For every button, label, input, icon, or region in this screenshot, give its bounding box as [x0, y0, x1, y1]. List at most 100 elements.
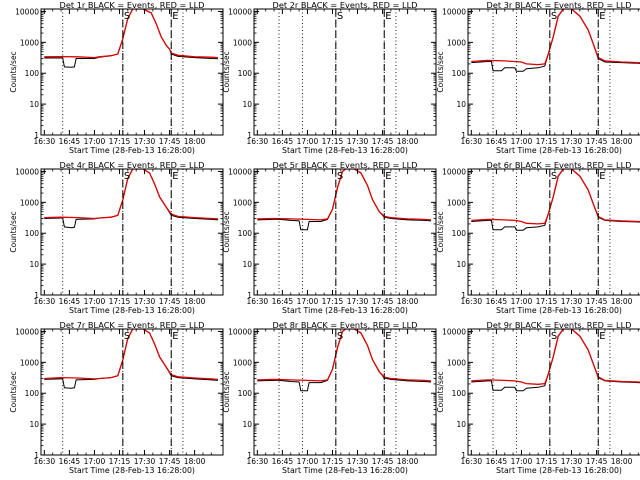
start-marker-label: S	[124, 171, 130, 182]
x-tick-label: 16:30	[461, 457, 483, 466]
x-tick-label: 17:30	[561, 457, 583, 466]
lld-series-line	[471, 329, 640, 385]
y-tick-label: 1	[34, 131, 39, 140]
y-tick-label: 10	[29, 100, 39, 109]
y-tick-label: 100	[452, 389, 467, 398]
x-axis-label: Start Time (28-Feb-13 16:28:00)	[496, 146, 622, 155]
lld-series-line	[44, 169, 219, 220]
x-tick-label: 16:45	[272, 137, 294, 146]
x-tick-label: 18:00	[184, 137, 206, 146]
start-marker-label: S	[124, 11, 130, 22]
y-tick-label: 1	[247, 291, 252, 300]
x-axis-label: Start Time (28-Feb-13 16:28:00)	[496, 306, 622, 315]
start-marker-label: S	[124, 331, 130, 342]
plot-frame	[40, 328, 224, 456]
x-tick-label: 17:15	[322, 137, 344, 146]
x-tick-label: 16:45	[486, 457, 508, 466]
events-series-line	[44, 9, 219, 68]
y-axis-label: Counts/sec	[436, 51, 445, 92]
x-tick-label: 16:30	[461, 297, 483, 306]
x-axis-label: Start Time (28-Feb-13 16:28:00)	[69, 466, 195, 475]
y-tick-label: 10000	[15, 327, 39, 336]
events-series-line	[44, 329, 219, 389]
y-tick-label: 10000	[15, 167, 39, 176]
panel-title: Det 5r BLACK = Events, RED = LLD	[273, 160, 418, 170]
x-tick-label: 16:45	[272, 297, 294, 306]
end-marker-label: E	[172, 331, 178, 342]
end-marker-label: E	[385, 11, 391, 22]
x-tick-label: 16:30	[34, 457, 56, 466]
x-tick-label: 16:30	[461, 137, 483, 146]
x-tick-label: 17:15	[322, 297, 344, 306]
x-tick-label: 18:00	[184, 457, 206, 466]
x-tick-label: 17:45	[586, 457, 608, 466]
x-tick-label: 17:30	[134, 297, 156, 306]
start-marker-label: S	[337, 331, 343, 342]
y-tick-label: 100	[25, 229, 40, 238]
y-tick-label: 1000	[20, 358, 39, 367]
x-tick-label: 17:00	[511, 297, 533, 306]
y-axis-label: Counts/sec	[9, 211, 18, 252]
y-tick-label: 10000	[228, 327, 252, 336]
y-tick-label: 100	[25, 69, 40, 78]
x-tick-label: 16:30	[247, 457, 269, 466]
x-tick-label: 16:45	[486, 297, 508, 306]
lld-series-line	[257, 169, 432, 221]
y-tick-label: 1	[461, 451, 466, 460]
y-axis-label: Counts/sec	[9, 371, 18, 412]
y-tick-label: 10000	[442, 7, 466, 16]
panel-title: Det 4r BLACK = Events, RED = LLD	[60, 160, 205, 170]
panel-title: Det 6r BLACK = Events, RED = LLD	[487, 160, 632, 170]
x-axis-label: Start Time (28-Feb-13 16:28:00)	[496, 466, 622, 475]
y-tick-label: 1000	[233, 198, 252, 207]
y-tick-label: 1	[247, 131, 252, 140]
x-tick-label: 17:45	[372, 457, 394, 466]
panel-title: Det 8r BLACK = Events, RED = LLD	[273, 320, 418, 330]
events-series-line	[44, 169, 219, 229]
x-tick-label: 18:00	[611, 137, 633, 146]
plot-frame	[467, 8, 640, 136]
x-tick-label: 17:15	[109, 457, 131, 466]
y-axis-label: Counts/sec	[436, 371, 445, 412]
x-axis-label: Start Time (28-Feb-13 16:28:00)	[69, 306, 195, 315]
start-marker-label: S	[551, 171, 557, 182]
y-tick-label: 1000	[447, 358, 466, 367]
y-tick-label: 10	[242, 260, 252, 269]
panel-title: Det 1r BLACK = Events, RED = LLD	[60, 0, 205, 10]
plot-frame	[467, 328, 640, 456]
x-tick-label: 18:00	[397, 457, 419, 466]
plot-frame	[253, 328, 437, 456]
end-marker-label: E	[599, 171, 605, 182]
x-tick-label: 17:45	[586, 297, 608, 306]
x-tick-label: 17:30	[347, 457, 369, 466]
y-tick-label: 100	[238, 69, 253, 78]
x-tick-label: 17:30	[134, 457, 156, 466]
lld-series-line	[44, 329, 219, 381]
y-axis-label: Counts/sec	[222, 51, 231, 92]
y-tick-label: 10	[29, 420, 39, 429]
y-tick-label: 10	[242, 420, 252, 429]
x-tick-label: 18:00	[184, 297, 206, 306]
x-tick-label: 17:00	[297, 457, 319, 466]
x-tick-label: 16:45	[59, 297, 81, 306]
x-tick-label: 16:30	[34, 137, 56, 146]
y-tick-label: 10000	[228, 167, 252, 176]
x-axis-label: Start Time (28-Feb-13 16:28:00)	[69, 146, 195, 155]
x-tick-label: 18:00	[397, 297, 419, 306]
plot-frame	[40, 168, 224, 296]
y-tick-label: 1000	[20, 38, 39, 47]
x-tick-label: 16:30	[247, 297, 269, 306]
y-tick-label: 1000	[447, 198, 466, 207]
plot-frame	[253, 168, 437, 296]
y-tick-label: 10	[29, 260, 39, 269]
start-marker-label: S	[337, 171, 343, 182]
events-series-line	[257, 329, 432, 392]
